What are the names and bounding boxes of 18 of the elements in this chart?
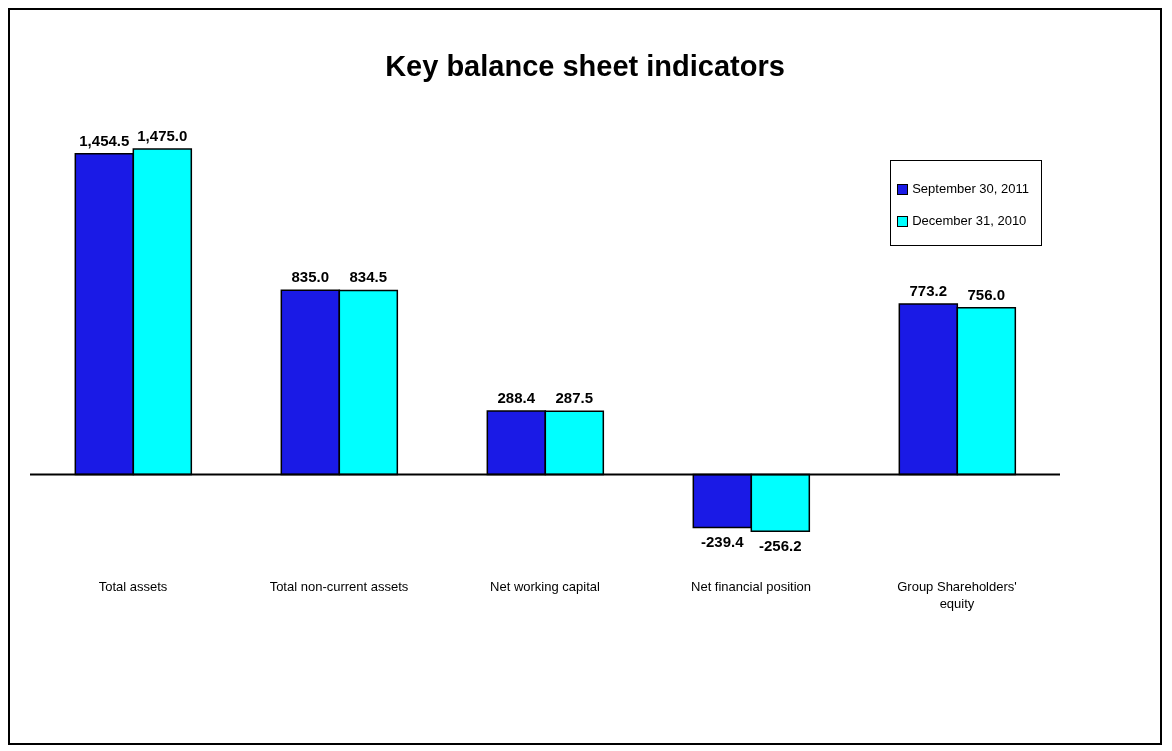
data-label: -239.4 (701, 533, 745, 551)
data-label: -256.2 (759, 537, 802, 555)
data-label: 835.0 (291, 268, 330, 286)
data-label: 834.5 (349, 268, 388, 286)
data-label: 1,454.5 (79, 131, 130, 149)
data-label: 1,475.0 (137, 127, 188, 145)
chart-title: Key balance sheet indicators (384, 50, 786, 83)
x-tick-label: Net working capital (490, 579, 601, 594)
legend-label: December 31, 2010 (912, 212, 1027, 230)
data-label: 288.4 (497, 388, 536, 406)
legend-label: September 30, 2011 (912, 180, 1029, 198)
x-tick-label: Net financial position (691, 579, 811, 594)
x-tick-label: Total non-current assets (269, 579, 409, 594)
x-tick-label: Total assets (98, 579, 168, 594)
data-label: 287.5 (555, 389, 594, 407)
data-label: 773.2 (909, 281, 948, 299)
data-label: 756.0 (967, 285, 1006, 303)
x-tick-label: Group Shareholders' equity (897, 579, 1017, 611)
